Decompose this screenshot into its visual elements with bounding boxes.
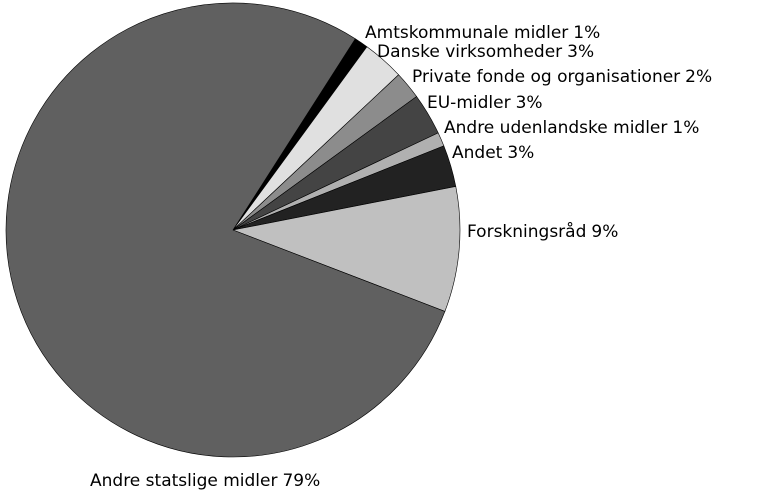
slice-value-label: 1% <box>573 23 600 43</box>
slice-category: EU-midler <box>427 93 511 113</box>
slice-value-label: 3% <box>516 93 543 113</box>
slice-category: Andre udenlandske midler <box>444 118 667 138</box>
slice-label: Amtskommunale midler 1% <box>365 23 600 43</box>
slice-label: Private fonde og organisationer 2% <box>412 67 712 87</box>
slice-value-label: 3% <box>567 42 594 62</box>
slice-label: Forskningsråd 9% <box>467 221 618 242</box>
slice-label: Andre statslige midler 79% <box>90 471 320 491</box>
slice-label: Danske virksomheder 3% <box>377 42 594 62</box>
slice-category: Andet <box>452 143 503 163</box>
slice-category: Private fonde og organisationer <box>412 67 680 87</box>
slice-label: EU-midler 3% <box>427 93 543 113</box>
pie-slice <box>5 2 446 458</box>
pie-slice <box>231 186 461 312</box>
slice-value-label: 1% <box>672 118 699 138</box>
slice-value-label: 2% <box>685 67 712 87</box>
slice-value-label: 9% <box>591 222 618 242</box>
slice-value-label: 3% <box>507 143 534 163</box>
slice-label: Andet 3% <box>452 143 534 163</box>
slice-category: Forskningsråd <box>467 221 586 242</box>
slice-label: Andre udenlandske midler 1% <box>444 118 699 138</box>
slice-category: Danske virksomheder <box>377 42 562 62</box>
slice-category: Amtskommunale midler <box>365 23 568 43</box>
slice-value-label: 79% <box>282 471 320 491</box>
slice-category: Andre statslige midler <box>90 471 277 491</box>
